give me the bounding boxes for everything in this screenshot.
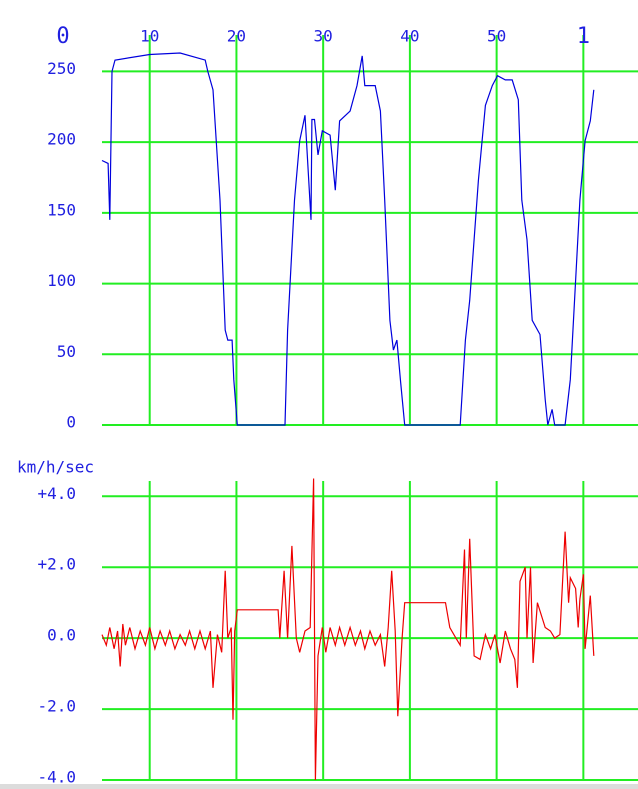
y-axis-label: km/h/sec <box>17 458 94 477</box>
y-tick-label: 0 <box>66 413 76 432</box>
y-tick-label: 0.0 <box>47 626 76 645</box>
x-tick-label: 20 <box>227 27 246 46</box>
bottom-bar <box>0 784 638 789</box>
x-tick-label: 0 <box>56 24 69 49</box>
x-tick-label: 30 <box>314 27 333 46</box>
y-tick-label: -2.0 <box>37 697 76 716</box>
y-tick-label: +4.0 <box>37 484 76 503</box>
x-tick-label: 10 <box>140 27 159 46</box>
y-tick-label: 150 <box>47 200 76 219</box>
y-tick-label: 200 <box>47 130 76 149</box>
y-tick-label: 100 <box>47 271 76 290</box>
x-tick-label: 1 <box>577 24 590 49</box>
y-tick-label: -4.0 <box>37 768 76 787</box>
y-tick-label: 250 <box>47 59 76 78</box>
data-line <box>101 52 595 426</box>
x-tick-label: 50 <box>487 27 506 46</box>
y-tick-label: 50 <box>57 342 76 361</box>
x-tick-label: 40 <box>400 27 419 46</box>
y-tick-label: +2.0 <box>37 555 76 574</box>
data-line <box>101 478 595 781</box>
